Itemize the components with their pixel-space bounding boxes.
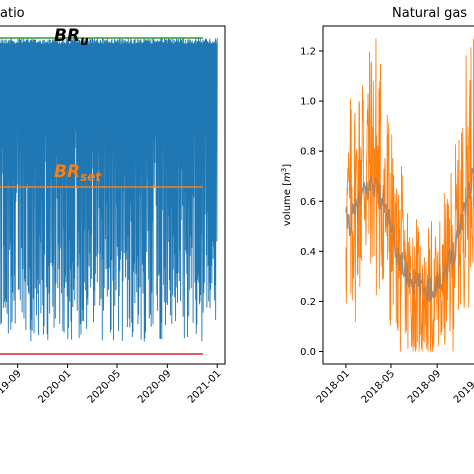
left-chart-title: atio [0, 6, 25, 21]
right-y-tick-label: 0.6 [300, 197, 316, 208]
right-plot-frame [322, 25, 474, 365]
left-x-tick-label: 2021-01 [186, 368, 223, 405]
right-y-tick-label: 1.2 [300, 47, 316, 58]
right-y-axis-label: volume [m3] [280, 164, 293, 226]
right-chart: Natural gas 0.0 0.2 0.4 0.6 0.8 1.0 1.2 2018-0… [280, 6, 474, 406]
annotation-upper: BRu [54, 26, 89, 48]
right-x-tick-label: 2018-05 [360, 368, 397, 405]
right-x-tick-label: 2019-01 [452, 368, 474, 405]
left-chart: atio 19-09 2020-01 2020-05 2020-09 2021-01 B… [0, 6, 226, 406]
left-x-tick-label: 2020-05 [86, 368, 123, 405]
right-series-daily-overlay [345, 38, 474, 352]
right-y-tick-label: 1.0 [300, 97, 316, 108]
left-x-tick-label: 2020-01 [36, 368, 73, 405]
right-chart-title: Natural gas [392, 6, 467, 21]
left-x-tick-label: 19-09 [0, 368, 24, 396]
left-x-tick-label: 2020-09 [136, 368, 173, 405]
right-x-tick-label: 2018-09 [406, 368, 443, 405]
left-plot-frame [0, 25, 226, 365]
right-y-tick-label: 0.8 [300, 147, 316, 158]
right-y-tick-label: 0.0 [300, 347, 316, 358]
right-x-tick-label: 2018-01 [315, 368, 352, 405]
left-series-line [0, 37, 218, 342]
annotation-middle: BRset [54, 162, 102, 184]
right-y-tick-label: 0.4 [300, 247, 316, 258]
right-y-tick-label: 0.2 [300, 297, 316, 308]
